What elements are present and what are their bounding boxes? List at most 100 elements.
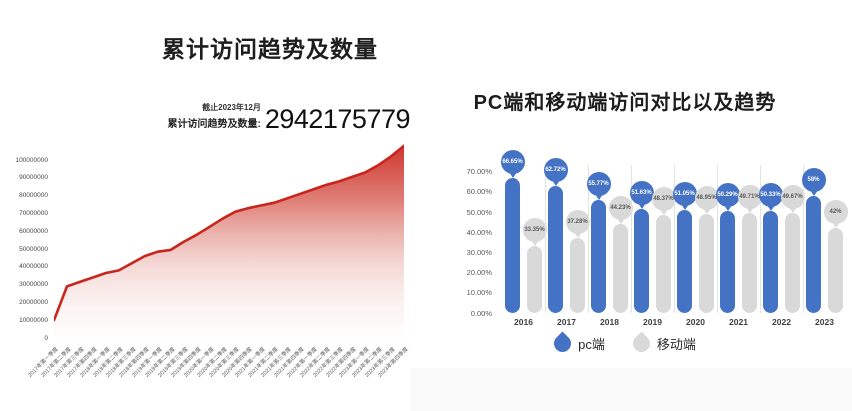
pc-bar [634, 208, 649, 313]
year-label: 2018 [600, 317, 619, 327]
mobile-value-bubble: 49.71% [737, 184, 762, 209]
bar-column-pair: 51.63% 48.37% [629, 125, 676, 313]
left-y-tick-label: 50000000 [19, 245, 48, 253]
pc-bar [505, 178, 520, 313]
callout-labels: 截止2023年12月 累计访问趋势及数量: [167, 102, 260, 135]
pc-bar-column: 51.63% [629, 125, 654, 313]
pc-bar [720, 211, 735, 313]
pc-value-bubble: 62.72% [543, 158, 568, 183]
right-y-tick-label: 50.00% [466, 207, 492, 217]
area-line [54, 144, 404, 322]
bar-column-pair: 50.29% 49.71% [715, 125, 762, 313]
left-plot: 100000000 90000000 80000000 70000000 6000000… [8, 142, 412, 392]
bar-column-pair: 62.72% 37.28% [543, 125, 590, 313]
bar-column-pair: 51.05% 48.95% [672, 125, 719, 313]
cumulative-visits-chart-panel: 累计访问趋势及数量 截止2023年12月 累计访问趋势及数量: 29421757… [0, 0, 420, 411]
pc-bar [763, 211, 778, 313]
pc-value-bubble: 66.65% [500, 150, 525, 175]
mobile-bar [828, 228, 843, 313]
year-label: 2017 [557, 317, 576, 327]
mobile-value-bubble: 42% [823, 200, 848, 225]
legend-mobile-label: 移动端 [656, 337, 696, 352]
bar-group: 50.29% 49.71% 2021 [715, 125, 762, 327]
left-chart-title: 累计访问趋势及数量 [162, 36, 378, 62]
bar-group: 50.33% 49.67% 2022 [758, 125, 805, 327]
left-y-tick-label: 80000000 [19, 192, 48, 200]
mobile-bar [699, 214, 714, 313]
year-label: 2016 [514, 317, 533, 327]
bar-group: 55.77% 44.23% 2018 [586, 125, 633, 327]
legend-item-pc: pc端 [550, 331, 605, 356]
left-y-tick-label: 60000000 [19, 227, 48, 235]
pc-bar-column: 50.33% [758, 125, 783, 313]
pc-value-bubble: 51.05% [672, 181, 697, 206]
bar-column-pair: 55.77% 44.23% [586, 125, 633, 313]
area-chart-svg [54, 144, 404, 338]
left-y-tick-label: 20000000 [19, 298, 48, 306]
left-y-tick-label: 10000000 [19, 316, 48, 324]
pc-bar-column: 66.65% [500, 125, 525, 313]
right-plot: 66.65% 33.35% 2016 62.72% 37.28% 2017 55.77% 44… [446, 125, 848, 327]
pc-bar [591, 200, 606, 313]
pc-mobile-comparison-chart-panel: PC端和移动端访问对比以及趋势 66.65% 33.35% 2016 62.72% 37… [420, 0, 852, 411]
left-y-tick-label: 90000000 [19, 174, 48, 182]
bar-group: 58% 42% 2023 [801, 125, 848, 327]
bar-column-pair: 66.65% 33.35% [500, 125, 547, 313]
pc-value-bubble: 50.29% [715, 183, 740, 208]
mobile-bar [613, 223, 628, 313]
mobile-value-bubble: 37.28% [565, 209, 590, 234]
pc-bar [806, 195, 821, 313]
mobile-value-bubble: 44.23% [608, 195, 633, 220]
bottom-strip [410, 368, 852, 411]
total-visits-value: 2942175779 [264, 104, 411, 134]
pc-value-bubble: 58% [801, 167, 826, 192]
legend-pc-label: pc端 [578, 337, 605, 352]
mobile-bar [785, 212, 800, 313]
area-fill [54, 145, 404, 338]
pc-value-bubble: 50.33% [758, 183, 783, 208]
mobile-bar-column: 49.67% [780, 125, 805, 313]
mobile-bar [570, 237, 585, 313]
year-label: 2019 [643, 317, 662, 327]
bar-group: 66.65% 33.35% 2016 [500, 125, 547, 327]
bar-column-pair: 50.33% 49.67% [758, 125, 805, 313]
legend-item-mobile: 移动端 [629, 331, 696, 356]
callout-date-note: 截止2023年12月 [202, 103, 261, 112]
mobile-bar-column: 33.35% [522, 125, 547, 313]
right-y-tick-label: 30.00% [466, 247, 492, 257]
bar-column-pair: 58% 42% [801, 125, 848, 313]
right-y-tick-label: 0.00% [470, 308, 492, 318]
pc-bar-column: 51.05% [672, 125, 697, 313]
left-y-tick-label: 100000000 [15, 156, 48, 164]
pc-bar-column: 50.29% [715, 125, 740, 313]
mobile-value-bubble: 33.35% [522, 217, 547, 242]
pc-bar-column: 58% [801, 125, 826, 313]
left-y-tick-label: 40000000 [19, 263, 48, 271]
mobile-bar-column: 44.23% [608, 125, 633, 313]
mobile-value-bubble: 48.37% [651, 187, 676, 212]
right-y-tick-label: 70.00% [466, 167, 492, 177]
bar-group: 51.63% 48.37% 2019 [629, 125, 676, 327]
year-label: 2021 [729, 317, 748, 327]
right-y-tick-label: 20.00% [466, 268, 492, 278]
mobile-bar-column: 49.71% [737, 125, 762, 313]
total-visits-callout: 截止2023年12月 累计访问趋势及数量: 2942175779 [167, 102, 410, 135]
bar-group: 62.72% 37.28% 2017 [543, 125, 590, 327]
pc-bar [548, 186, 563, 313]
mobile-bar-column: 42% [823, 125, 848, 313]
pc-value-bubble: 55.77% [586, 172, 611, 197]
year-label: 2022 [772, 317, 791, 327]
callout-label: 累计访问趋势及数量: [167, 119, 261, 130]
year-label: 2023 [815, 317, 834, 327]
right-y-tick-label: 10.00% [466, 288, 492, 298]
pc-drop-icon [550, 331, 575, 356]
legend: pc端 移动端 [420, 331, 830, 356]
pc-bar-column: 62.72% [543, 125, 568, 313]
mobile-bar-column: 37.28% [565, 125, 590, 313]
left-y-tick-label: 0 [44, 334, 48, 342]
left-y-tick-label: 70000000 [19, 209, 48, 217]
mobile-bar-column: 48.37% [651, 125, 676, 313]
pc-bar [677, 209, 692, 313]
right-y-tick-label: 40.00% [466, 227, 492, 237]
